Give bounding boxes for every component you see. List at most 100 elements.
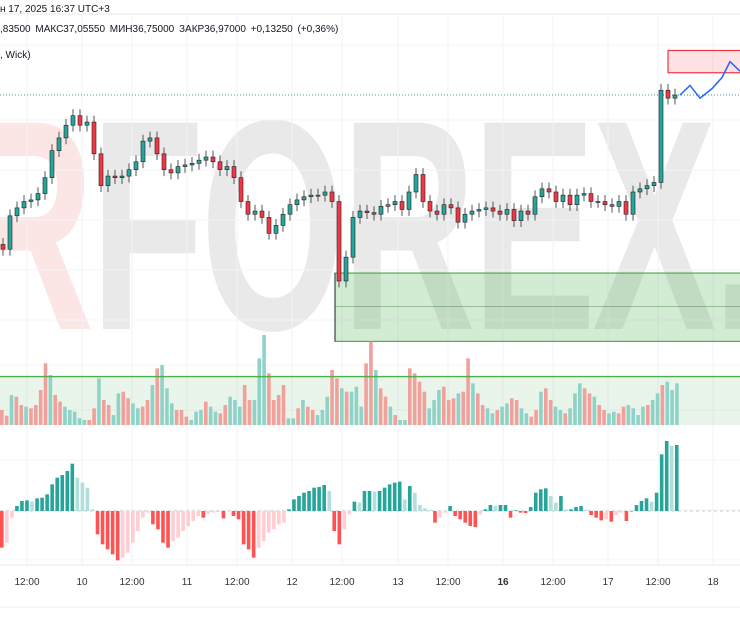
volume-bar (102, 400, 106, 425)
macd-bar (151, 511, 155, 525)
candle-up (637, 188, 643, 193)
macd-bar (387, 484, 392, 511)
volume-bar (568, 408, 572, 425)
volume-bar (131, 403, 135, 425)
volume-bar (0, 410, 4, 425)
candle-up (224, 166, 230, 171)
demand-zone (334, 272, 740, 343)
time-label: 11 (181, 577, 193, 588)
volume-bar (359, 406, 364, 425)
candle-down (420, 174, 426, 202)
macd-bar (201, 511, 206, 518)
candle-up (630, 191, 636, 215)
macd-bar (493, 506, 498, 511)
candle-down (497, 210, 503, 215)
macd-bar (599, 511, 604, 521)
candle-up (392, 201, 398, 205)
volume-bar (369, 341, 373, 425)
volume-bar (286, 418, 291, 425)
volume-bar (344, 391, 349, 425)
macd-bar (423, 508, 427, 511)
macd-bar (30, 501, 34, 511)
volume-bar (208, 406, 213, 425)
candle-down (259, 210, 265, 218)
candle-up (133, 161, 139, 171)
candle-up (126, 169, 132, 177)
macd-bar (302, 492, 306, 511)
time-label: 12:00 (435, 577, 461, 588)
macd-bar (569, 509, 573, 511)
candle-up (385, 204, 391, 207)
time-label: 18 (707, 577, 719, 588)
macd-bar (402, 499, 407, 511)
volume-bar (233, 400, 237, 425)
volume-bar (194, 411, 198, 425)
macd-bar (523, 511, 528, 513)
candle-up (518, 210, 524, 221)
volume-bar (204, 401, 208, 425)
candle-up (175, 166, 181, 174)
macd-bar (634, 505, 639, 511)
macd-bar (453, 511, 457, 516)
volume-bar (626, 405, 631, 425)
volume-bar (374, 370, 378, 425)
macd-bar (549, 496, 553, 511)
volume-bar (281, 385, 286, 425)
candle-up (413, 174, 419, 193)
chart-datetime: н 17, 2025 16:37 UTC+3 (0, 4, 110, 15)
macd-bar (639, 501, 644, 511)
volume-bar (378, 388, 383, 425)
volume-bar (675, 383, 679, 425)
volume-bar (77, 418, 82, 425)
time-label: 12:00 (540, 577, 566, 588)
candle-up (280, 213, 286, 226)
volume-bar (48, 375, 53, 425)
time-label: 13 (392, 577, 404, 588)
macd-bar (498, 505, 503, 511)
volume-bar (349, 391, 354, 425)
volume-bar (495, 410, 500, 425)
candle-down (238, 177, 244, 202)
volume-bar (150, 385, 155, 425)
candle-up (581, 193, 587, 196)
volume-bar (670, 390, 674, 425)
volume-bar (315, 415, 320, 425)
volume-bar (136, 408, 140, 425)
candle-up (441, 204, 447, 215)
macd-bar (115, 511, 120, 561)
macd-bar (20, 501, 24, 511)
volume-bar (612, 411, 616, 425)
indicator-legend[interactable]: , Wick) (0, 50, 31, 61)
volume-bar (393, 415, 398, 425)
volume-bar (621, 406, 626, 425)
macd-bar (659, 454, 664, 511)
macd-bar (433, 511, 437, 523)
candle-down (168, 169, 174, 174)
macd-bar (448, 506, 452, 511)
volume-bar (636, 415, 640, 425)
volume-bar (145, 400, 150, 425)
candle-up (119, 175, 125, 178)
macd-bar (221, 511, 226, 519)
volume-bar (140, 406, 145, 425)
candle-up (350, 217, 356, 258)
macd-bar (483, 509, 488, 511)
volume-bar (14, 396, 19, 425)
macd-bar (50, 484, 54, 511)
macd-bar (317, 487, 321, 511)
time-label: 12:00 (224, 577, 250, 588)
supply-zone (667, 49, 740, 74)
candle-up (28, 199, 34, 202)
candle-down (266, 217, 272, 234)
macd-bar (352, 501, 357, 511)
volume-bar (272, 400, 276, 425)
candle-up (560, 194, 566, 202)
macd-bar (0, 511, 4, 548)
time-label: 17 (602, 577, 614, 588)
candle-down (490, 207, 496, 212)
volume-bar (106, 405, 111, 425)
macd-bar (15, 506, 19, 511)
volume-bar (461, 391, 466, 425)
macd-bar (468, 511, 473, 526)
